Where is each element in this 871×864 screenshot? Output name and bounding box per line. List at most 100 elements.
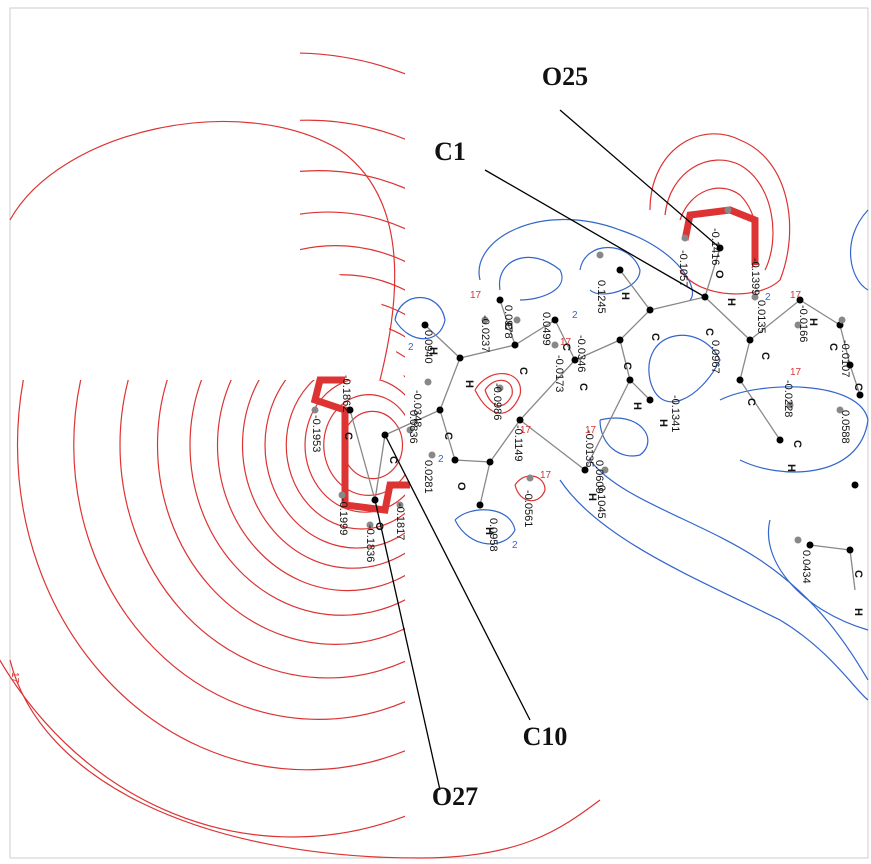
atom — [747, 337, 754, 344]
charge-label: -0.1817 — [394, 503, 406, 540]
charge-label: -0.1999 — [337, 498, 349, 535]
atom — [857, 392, 864, 399]
contour-label: 2 — [512, 540, 518, 551]
atom — [617, 267, 624, 274]
callout-label: O27 — [432, 782, 478, 811]
contour-figure: O25 C1 C10 O27 -0.1416 -0.1399 -0.1057 0.0135 -0… — [0, 0, 871, 864]
charge-label: 0.0967 — [709, 340, 721, 374]
atom — [487, 459, 494, 466]
charge-label: -0.1416 — [709, 228, 721, 265]
atom-grey — [425, 379, 432, 386]
contour-label: 17 — [9, 672, 20, 684]
contour-label: 17 — [790, 290, 802, 301]
contour-label: 2 — [408, 342, 414, 353]
atom — [422, 322, 429, 329]
atom-grey — [839, 317, 846, 324]
atom — [437, 407, 444, 414]
contour-label: 17 — [560, 337, 572, 348]
atom-symbol: H — [427, 347, 439, 355]
atom-symbol: H — [483, 527, 495, 535]
charge-label: -0.0237 — [479, 315, 491, 352]
atom-symbol: C — [442, 432, 454, 440]
atom — [497, 297, 504, 304]
contour-label: 17 — [790, 367, 802, 378]
contour-label: 2 — [438, 454, 444, 465]
atom-grey — [597, 252, 604, 259]
charge-label: -0.1862 — [340, 375, 352, 412]
atom — [617, 337, 624, 344]
atom — [457, 355, 464, 362]
atom — [517, 417, 524, 424]
charge-label: 0.0499 — [540, 312, 552, 346]
atom-symbol: O — [455, 482, 467, 491]
atom — [647, 307, 654, 314]
callout-label: C10 — [523, 722, 568, 751]
atom — [777, 437, 784, 444]
atom-symbol: C — [517, 367, 529, 375]
atom-symbol: C — [387, 456, 399, 464]
charge-label: -0.1399 — [749, 258, 761, 295]
atom-symbol: C — [827, 343, 839, 351]
callout-label: C1 — [434, 137, 466, 166]
atom-symbol: H — [807, 318, 819, 326]
atom — [647, 397, 654, 404]
callout-label: O25 — [542, 62, 588, 91]
atom-symbol: H — [725, 298, 737, 306]
contour-label: 17 — [540, 470, 552, 481]
atom-symbol: O — [713, 270, 725, 279]
atom-grey — [795, 537, 802, 544]
atom-symbol: C — [703, 328, 715, 336]
atom-symbol: C — [791, 440, 803, 448]
atom-grey — [682, 235, 689, 242]
atom — [737, 377, 744, 384]
atom — [627, 377, 634, 384]
atom-symbol: H — [463, 380, 475, 388]
atom — [847, 547, 854, 554]
atom — [477, 502, 484, 509]
charge-label: -0.0346 — [575, 335, 587, 372]
charge-label: -0.1341 — [669, 395, 681, 432]
charge-label: -0.0107 — [839, 340, 851, 377]
atom-symbol: C — [577, 383, 589, 391]
atom-symbol: C — [649, 333, 661, 341]
atom-symbol: H — [586, 493, 598, 501]
charge-label: -0.0228 — [782, 380, 794, 417]
charge-label: 0.0588 — [839, 410, 851, 444]
frame — [10, 8, 868, 858]
contour-label: 17 — [585, 425, 597, 436]
charge-label: 0.1245 — [595, 280, 607, 314]
atom — [807, 542, 814, 549]
atom-grey — [527, 475, 534, 482]
atom-symbol: C — [621, 362, 633, 370]
contour-label: 2 — [572, 310, 578, 321]
atom-symbol: H — [785, 464, 797, 472]
charge-label: -0.0561 — [522, 490, 534, 527]
atom-symbol: C — [852, 570, 864, 578]
atom-symbol: O — [373, 522, 385, 531]
atom-symbol: C — [759, 352, 771, 360]
charge-label: 0.1045 — [595, 485, 607, 519]
atom-symbol: H — [619, 292, 631, 300]
charge-label: -0.0986 — [491, 383, 503, 420]
charge-label: 0.0434 — [800, 550, 812, 584]
atom-symbol: C — [502, 322, 514, 330]
atom — [452, 457, 459, 464]
contour-label: 17 — [520, 425, 532, 436]
atom-symbol: C — [745, 398, 757, 406]
atom — [512, 342, 519, 349]
contour-label: 17 — [470, 290, 482, 301]
charge-label: -0.1057 — [677, 250, 689, 287]
charge-label: 0.0135 — [755, 300, 767, 334]
atom — [582, 467, 589, 474]
atom-symbol: H — [631, 402, 643, 410]
atom-grey — [429, 452, 436, 459]
charge-label: -0.1836 — [364, 525, 376, 562]
charge-label: -0.0173 — [553, 355, 565, 392]
atom-symbol: C — [342, 432, 354, 440]
charge-label: -0.1953 — [310, 415, 322, 452]
atom-symbol: H — [852, 608, 864, 616]
atom — [852, 482, 859, 489]
contour-label: 2 — [765, 292, 771, 303]
atom-symbol: C — [852, 383, 864, 391]
atom-grey — [725, 207, 732, 214]
